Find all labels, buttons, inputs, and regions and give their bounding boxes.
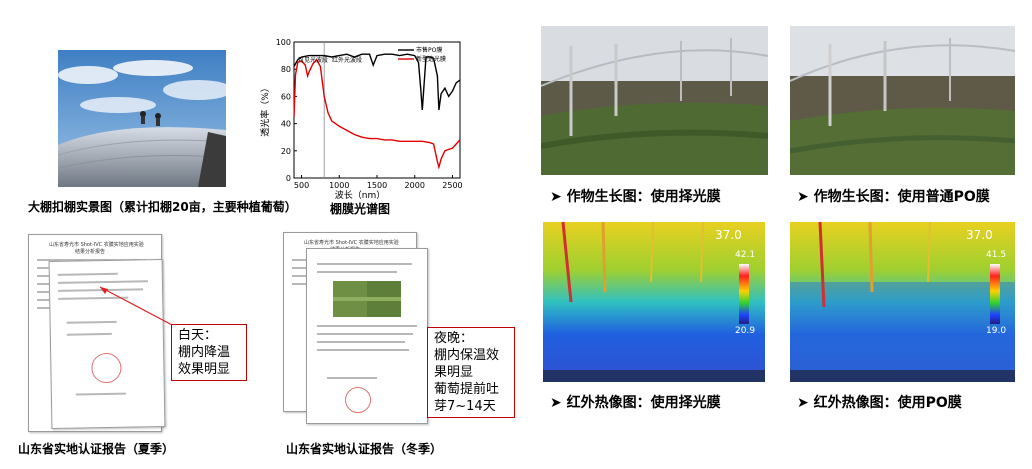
x-tick-label: 2500 xyxy=(442,181,462,190)
report-winter-front-page xyxy=(306,248,428,424)
callout-winter: 夜晚： 棚内保温效 果明显 葡萄提前吐 芽7~14天 xyxy=(427,327,515,418)
x-tick-label: 2000 xyxy=(405,181,425,190)
y-tick-label: 40 xyxy=(281,120,291,129)
thermal-min-po: 19.0 xyxy=(986,326,1007,336)
thermal-top-selective: 37.0 xyxy=(715,228,742,242)
greenhouse-photo xyxy=(58,50,226,187)
callout-winter-line-4: 葡萄提前吐 xyxy=(434,382,500,397)
caption-ir-po: ➤ 红外热像图：使用PO膜 xyxy=(797,395,962,411)
series-line-selective xyxy=(293,58,461,170)
callout-summer-line-2: 棚内降温 xyxy=(178,345,231,360)
series-line-po xyxy=(293,53,461,111)
thermal-image-po: 41.5 19.0 37.0 xyxy=(790,222,1015,382)
region-label-infrared: 红外光波段 xyxy=(332,56,362,64)
region-label-visible: 可见光波段 xyxy=(298,56,328,64)
x-axis-label: 波长（nm） xyxy=(335,189,385,201)
caption-report-winter: 山东省实地认证报告（冬季） xyxy=(286,442,443,456)
caption-crop-po: ➤ 作物生长图：使用普通PO膜 xyxy=(797,189,990,205)
bullet-arrow-icon: ➤ xyxy=(797,189,814,205)
caption-spectrum-chart: 棚膜光谱图 xyxy=(330,202,391,216)
callout-summer-line-3: 效果明显 xyxy=(178,362,231,377)
caption-report-summer: 山东省实地认证报告（夏季） xyxy=(18,442,175,456)
y-tick-label: 80 xyxy=(281,65,291,74)
crop-photo-selective xyxy=(541,26,768,175)
bullet-arrow-icon: ➤ xyxy=(550,189,567,205)
legend-label-po: 市售PO膜 xyxy=(416,46,442,54)
y-tick-label: 0 xyxy=(286,174,291,183)
thermal-image-selective: 42.1 20.9 37.0 xyxy=(543,222,765,382)
caption-greenhouse-photo: 大棚扣棚实景图（累计扣棚20亩，主要种植葡萄） xyxy=(28,200,297,214)
callout-summer-line-1: 白天： xyxy=(178,328,218,343)
x-tick-label: 1500 xyxy=(367,181,387,190)
caption-crop-selective: ➤ 作物生长图：使用择光膜 xyxy=(550,189,721,205)
x-tick-label: 500 xyxy=(294,181,309,190)
bullet-arrow-icon: ➤ xyxy=(797,395,814,411)
thermal-max-selective: 42.1 xyxy=(735,250,756,260)
y-axis-label: 透光率（%） xyxy=(259,83,271,137)
callout-winter-line-2: 棚内保温效 xyxy=(434,348,500,363)
caption-ir-selective: ➤ 红外热像图：使用择光膜 xyxy=(550,395,721,411)
thermal-top-po: 37.0 xyxy=(966,228,993,242)
spectrum-chart: 500 1000 1500 2000 2500 0 20 40 60 80 100 可见光波段 红外… xyxy=(259,38,463,201)
y-tick-label: 60 xyxy=(281,92,291,101)
callout-summer: 白天： 棚内降温 效果明显 xyxy=(171,324,247,381)
report-winter-inset-photos xyxy=(333,281,401,317)
callout-winter-line-3: 果明显 xyxy=(434,365,474,380)
legend-label-selective: 新型选光膜 xyxy=(416,55,446,63)
crop-photo-po xyxy=(790,26,1015,175)
callout-winter-line-1: 夜晚： xyxy=(434,331,474,346)
y-tick-label: 100 xyxy=(276,38,291,47)
x-tick-label: 1000 xyxy=(329,181,349,190)
thermal-max-po: 41.5 xyxy=(986,250,1007,260)
callout-winter-line-5: 芽7~14天 xyxy=(434,399,496,414)
y-tick-label: 20 xyxy=(281,147,291,156)
bullet-arrow-icon: ➤ xyxy=(550,395,567,411)
thermal-min-selective: 20.9 xyxy=(735,326,756,336)
